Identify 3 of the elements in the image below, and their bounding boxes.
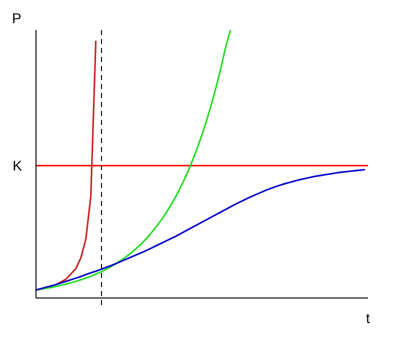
x-axis-title: t <box>366 310 370 326</box>
y-axis-title: P <box>12 10 22 26</box>
ref-line-label: K <box>12 158 23 174</box>
